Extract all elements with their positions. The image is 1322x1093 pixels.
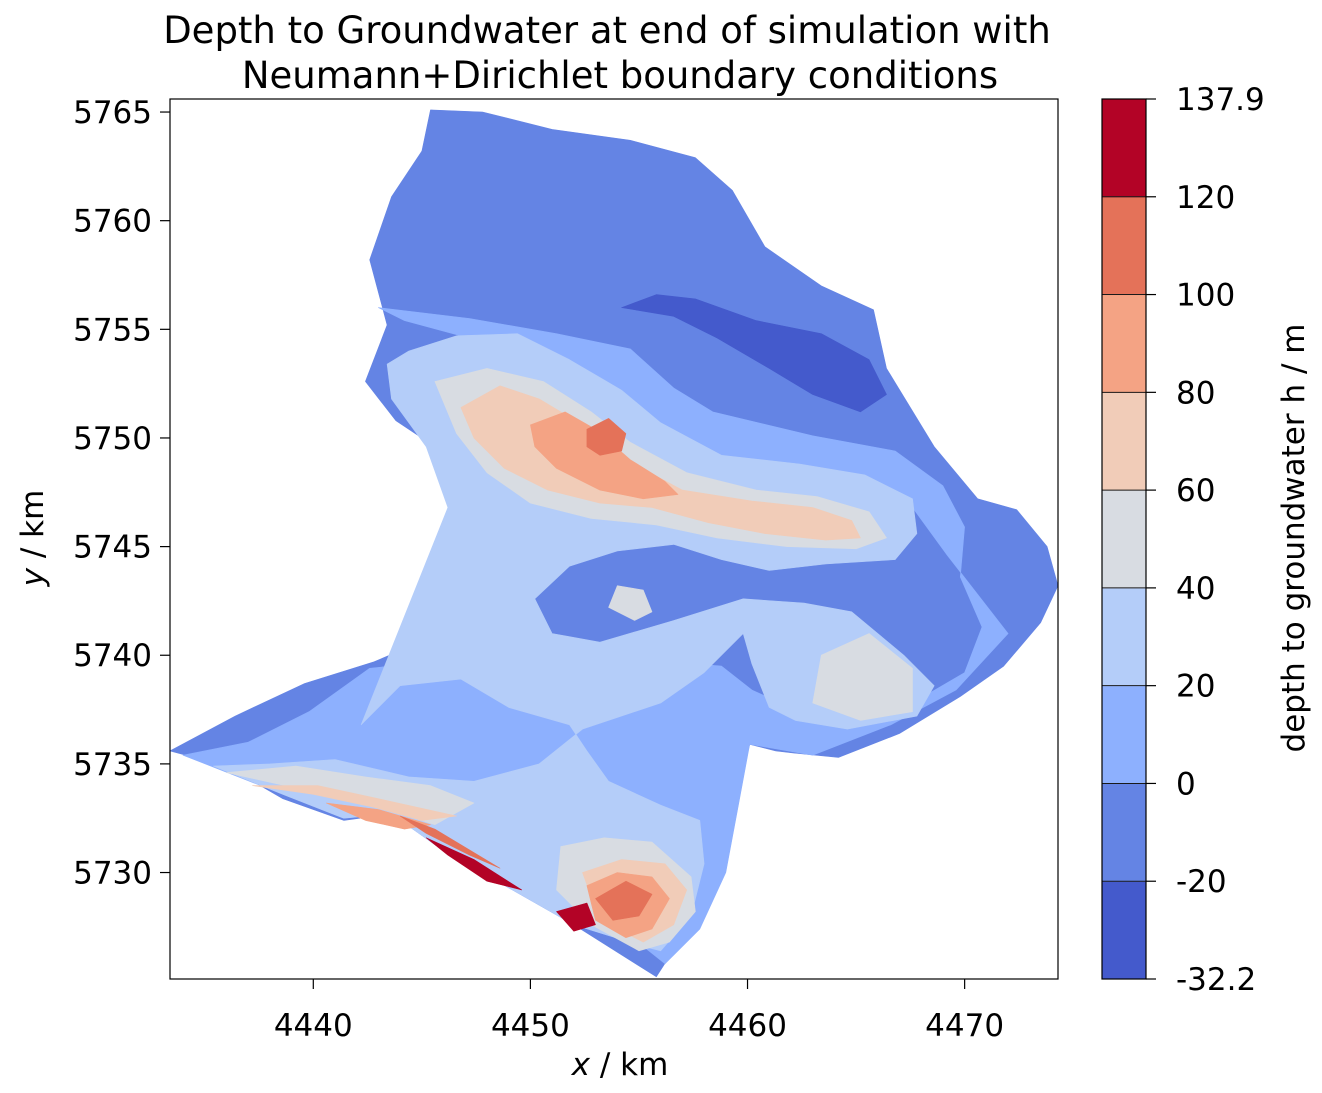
colorbar-frame bbox=[1101, 98, 1147, 980]
x-axis: 4440 4450 4460 4470 bbox=[274, 979, 1004, 1044]
colorbar-swatch bbox=[1102, 881, 1146, 980]
contour-region bbox=[608, 585, 653, 621]
colorbar-tick-label: 80 bbox=[1176, 375, 1215, 411]
colorbar-tick-label: 60 bbox=[1176, 473, 1215, 509]
contour-region bbox=[621, 294, 887, 413]
contour-map bbox=[169, 109, 1059, 978]
contour-region bbox=[530, 411, 679, 500]
colorbar-swatch bbox=[1102, 587, 1146, 687]
x-tick-label: 4470 bbox=[925, 1008, 1004, 1044]
y-axis-label-var: y bbox=[15, 567, 51, 587]
colorbar-swatch bbox=[1102, 685, 1146, 784]
x-axis-label: x / km bbox=[571, 1047, 669, 1083]
contour-region bbox=[252, 785, 457, 821]
x-tick-label: 4440 bbox=[274, 1008, 353, 1044]
y-tick-label: 5745 bbox=[73, 530, 152, 566]
colorbar-tick-label: -32.2 bbox=[1176, 962, 1256, 998]
x-axis-label-var: x bbox=[571, 1047, 591, 1083]
colorbar-tick-label: 40 bbox=[1176, 571, 1215, 607]
colorbar-tick-label: -20 bbox=[1176, 864, 1227, 900]
y-tick-label: 5740 bbox=[73, 638, 152, 674]
contour-region bbox=[812, 633, 913, 721]
colorbar-swatch bbox=[1102, 392, 1146, 491]
y-tick-label: 5765 bbox=[73, 95, 152, 131]
y-tick-label: 5730 bbox=[73, 856, 152, 892]
x-axis-label-unit: / km bbox=[590, 1047, 668, 1083]
x-tick-label: 4460 bbox=[708, 1008, 787, 1044]
chart-title-line-2: Neumann+Dirichlet boundary conditions bbox=[242, 54, 998, 97]
y-tick-label: 5750 bbox=[73, 421, 152, 457]
chart-title-line-1: Depth to Groundwater at end of simulatio… bbox=[163, 9, 1051, 52]
colorbar-swatch bbox=[1102, 783, 1146, 882]
y-tick-label: 5755 bbox=[73, 312, 152, 348]
colorbar-swatch bbox=[1102, 196, 1146, 296]
plot-frame bbox=[169, 98, 1059, 980]
colorbar-label: depth to groundwater h / m bbox=[1276, 324, 1312, 753]
contour-region bbox=[556, 902, 596, 932]
colorbar-tick-label: 120 bbox=[1176, 180, 1235, 216]
y-tick-label: 5735 bbox=[73, 747, 152, 783]
y-axis: 5730 5735 5740 5745 5750 5755 5760 5765 bbox=[73, 95, 170, 892]
y-axis-label: y / km bbox=[15, 490, 51, 588]
y-tick-label: 5760 bbox=[73, 204, 152, 240]
colorbar-tick-label: 20 bbox=[1176, 669, 1215, 705]
contour-region bbox=[399, 815, 501, 869]
y-axis-label-unit: / km bbox=[15, 490, 51, 568]
colorbar-swatch bbox=[1102, 490, 1146, 589]
contour-region bbox=[425, 837, 522, 891]
colorbar-tick-label: 0 bbox=[1176, 766, 1196, 802]
contour-region bbox=[586, 418, 627, 456]
colorbar-swatch bbox=[1102, 99, 1146, 198]
colorbar-tick-label: 100 bbox=[1176, 278, 1235, 314]
contour-region bbox=[595, 880, 653, 921]
x-tick-label: 4450 bbox=[491, 1008, 570, 1044]
colorbar: -32.2 -20 0 20 40 60 80 100 120 137.9 bbox=[1101, 82, 1265, 998]
colorbar-tick-label: 137.9 bbox=[1176, 82, 1265, 118]
colorbar-swatch bbox=[1102, 294, 1146, 393]
